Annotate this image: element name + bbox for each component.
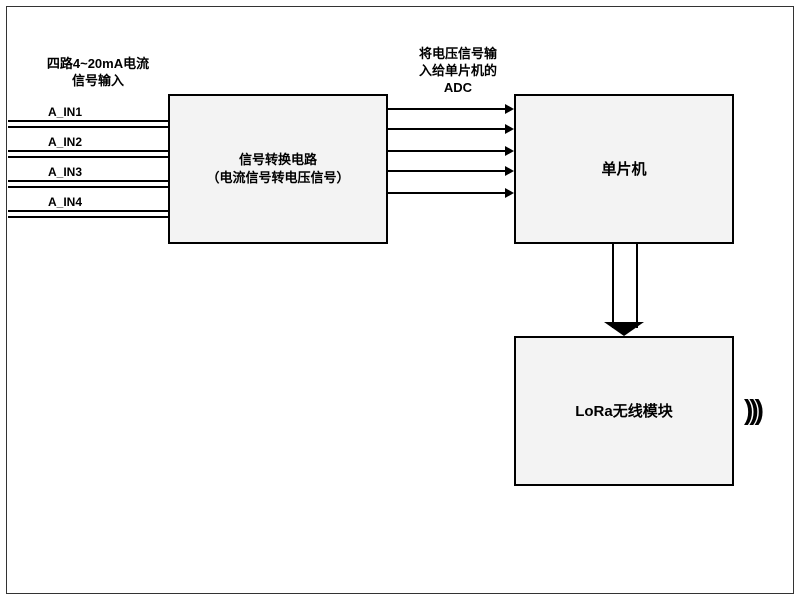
wireless-icon: ))) [744, 394, 760, 426]
mcu-label: 单片机 [601, 159, 646, 180]
lora-label: LoRa无线模块 [575, 401, 673, 422]
signal-label-a_in2: A_IN2 [48, 135, 82, 149]
converter-box: 信号转换电路（电流信号转电压信号） [168, 94, 388, 244]
signal-label-a_in3: A_IN3 [48, 165, 82, 179]
converter-label: 信号转换电路（电流信号转电压信号） [206, 151, 349, 187]
signal-label-a_in4: A_IN4 [48, 195, 82, 209]
adc-desc-label: 将电压信号输入给单片机的ADC [398, 46, 518, 97]
mcu-box: 单片机 [514, 94, 734, 244]
lora-box: LoRa无线模块 [514, 336, 734, 486]
input-desc-label: 四路4~20mA电流信号输入 [28, 56, 168, 90]
signal-label-a_in1: A_IN1 [48, 105, 82, 119]
